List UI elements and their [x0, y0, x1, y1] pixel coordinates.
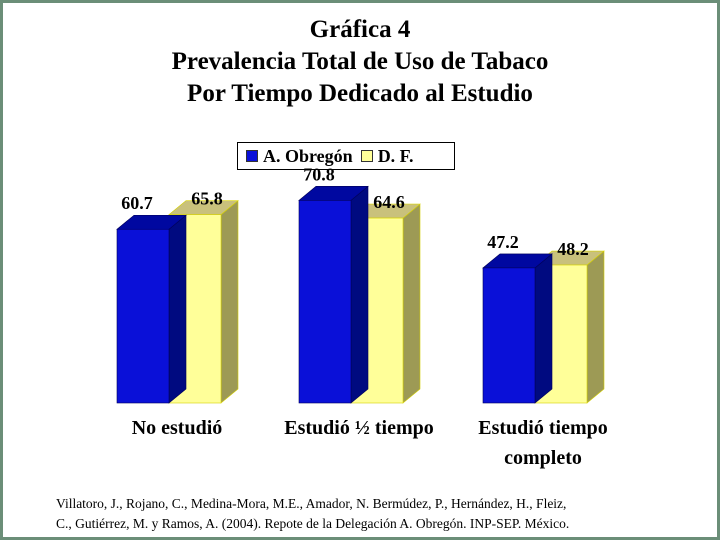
category-label-2-line-1: completo: [504, 447, 582, 469]
data-label-0-1: 65.8: [191, 189, 223, 209]
legend-label-a-obregon: A. Obregón: [263, 145, 353, 166]
legend-label-df: D. F.: [377, 145, 414, 166]
legend-item-df: D. F.: [360, 145, 414, 167]
bar-2-0-front: [482, 267, 536, 404]
legend-item-a-obregon: A. Obregón: [246, 146, 353, 167]
bar-2-1-side: [586, 250, 605, 404]
bar-0-0-front: [116, 228, 170, 404]
bar-2-0-side: [534, 253, 553, 404]
legend-swatch-a-obregon: [246, 150, 258, 162]
bar-1-0-side: [350, 185, 369, 404]
citation: Villatoro, J., Rojano, C., Medina-Mora, …: [56, 494, 676, 534]
bar-1-1-side: [402, 203, 421, 404]
data-label-1-1: 64.6: [373, 192, 405, 212]
legend-swatch-df: [360, 150, 373, 162]
title-line-3: Por Tiempo Dedicado al Estudio: [187, 80, 533, 107]
category-label-0: No estudió: [132, 417, 223, 439]
title-line-1: Gráfica 4: [309, 16, 411, 43]
data-label-2-0: 47.2: [487, 232, 519, 252]
citation-line-1: Villatoro, J., Rojano, C., Medina-Mora, …: [56, 496, 567, 511]
category-label-1: Estudió ½ tiempo: [284, 417, 433, 439]
category-label-2-line-0: Estudió tiempo: [478, 417, 607, 439]
data-label-1-0: 70.8: [303, 164, 335, 184]
data-label-2-1: 48.2: [557, 239, 589, 259]
bar-1-0-front: [298, 200, 352, 404]
legend: A. Obregón D. F.: [237, 142, 455, 170]
bar-0-1-side: [220, 200, 239, 404]
data-label-0-0: 60.7: [121, 193, 153, 213]
citation-line-2: C., Gutiérrez, M. y Ramos, A. (2004). Re…: [56, 516, 570, 531]
chart-title: Gráfica 4 Prevalencia Total de Uso de Ta…: [0, 14, 720, 110]
bar-0-0-side: [168, 214, 187, 404]
title-line-2: Prevalencia Total de Uso de Tabaco: [171, 48, 549, 75]
